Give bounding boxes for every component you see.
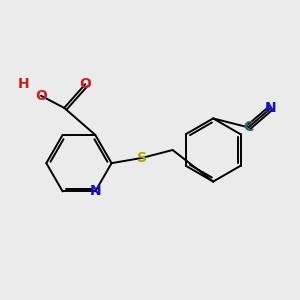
Text: O: O [35, 89, 47, 103]
Text: N: N [89, 184, 101, 198]
Text: N: N [265, 101, 277, 115]
Text: S: S [137, 151, 147, 165]
Text: O: O [79, 77, 91, 91]
Text: H: H [18, 77, 29, 91]
Text: C: C [243, 120, 254, 134]
